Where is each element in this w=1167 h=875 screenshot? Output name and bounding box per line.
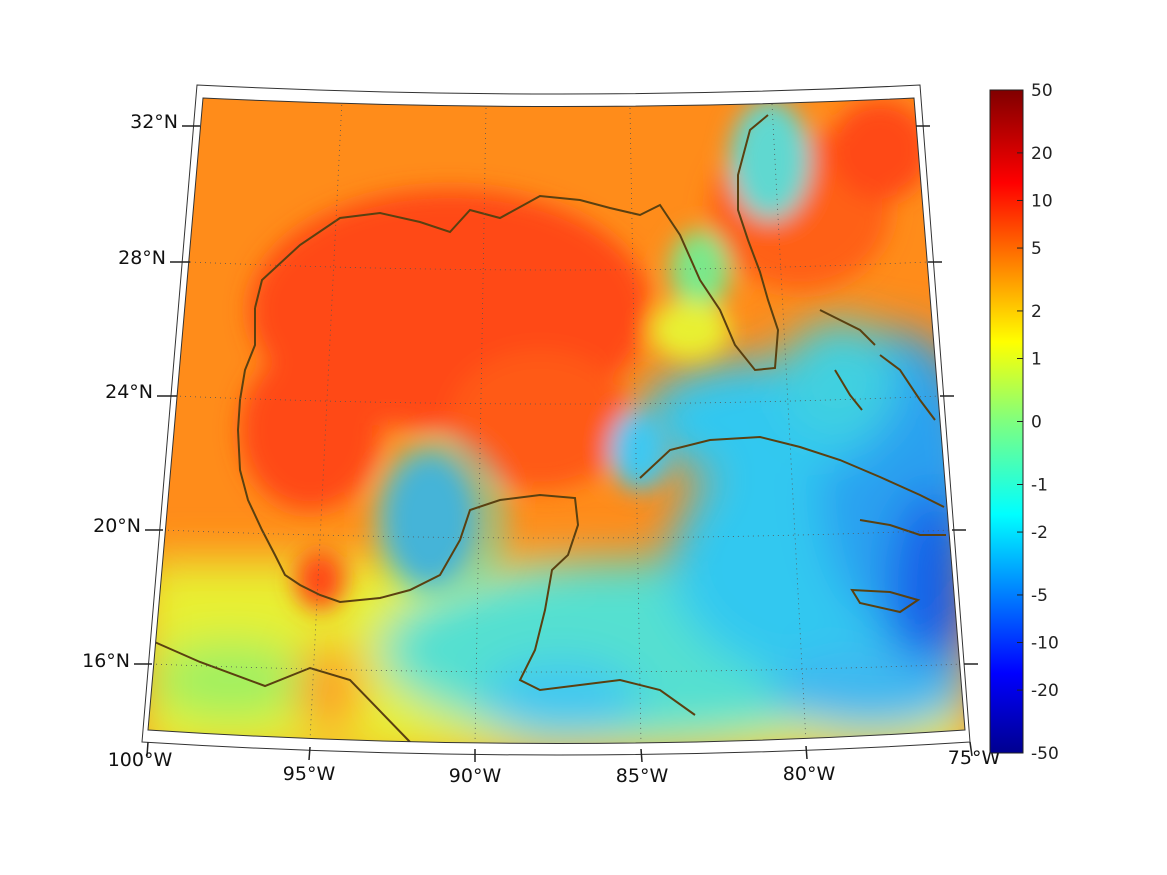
- lon-label: 100°W: [108, 749, 173, 771]
- lon-label: 80°W: [783, 763, 836, 785]
- lon-label: 95°W: [283, 763, 336, 785]
- lat-label: 16°N: [82, 650, 130, 672]
- colorbar-tick-label: -20: [1031, 681, 1059, 701]
- lat-labels: 32°N 28°N 24°N 20°N 16°N: [82, 111, 178, 672]
- lat-label: 24°N: [105, 381, 153, 403]
- lon-label: 90°W: [449, 765, 502, 787]
- colorbar-tick-label: -5: [1031, 586, 1048, 606]
- lat-label: 20°N: [93, 515, 141, 537]
- colorbar-tick-label: 20: [1031, 144, 1053, 164]
- colorbar-tick-label: -2: [1031, 523, 1048, 543]
- lon-label: 75°W: [948, 747, 1001, 769]
- colorbar-tick-label: 0: [1031, 413, 1042, 433]
- lon-labels: 100°W 95°W 90°W 85°W 80°W 75°W: [108, 747, 1001, 787]
- map-frame: [141, 84, 971, 756]
- coastlines: [149, 114, 946, 743]
- data-field: [148, 98, 965, 744]
- colorbar-tick-label: -1: [1031, 475, 1048, 495]
- graticule: [150, 99, 965, 744]
- lat-label: 32°N: [130, 111, 178, 133]
- colorbar-tick-label: 2: [1031, 302, 1042, 322]
- colorbar-tick-label: -10: [1031, 634, 1059, 654]
- tick-marks: [134, 125, 978, 763]
- colorbar-tick-label: 1: [1031, 350, 1042, 370]
- lon-label: 85°W: [616, 765, 669, 787]
- colorbar-tick-label: 10: [1031, 191, 1053, 211]
- lat-label: 28°N: [118, 247, 166, 269]
- colorbar-tick-label: -50: [1031, 744, 1059, 764]
- colorbar-tick-label: 50: [1031, 81, 1053, 101]
- colorbar-tick-label: 5: [1031, 239, 1042, 259]
